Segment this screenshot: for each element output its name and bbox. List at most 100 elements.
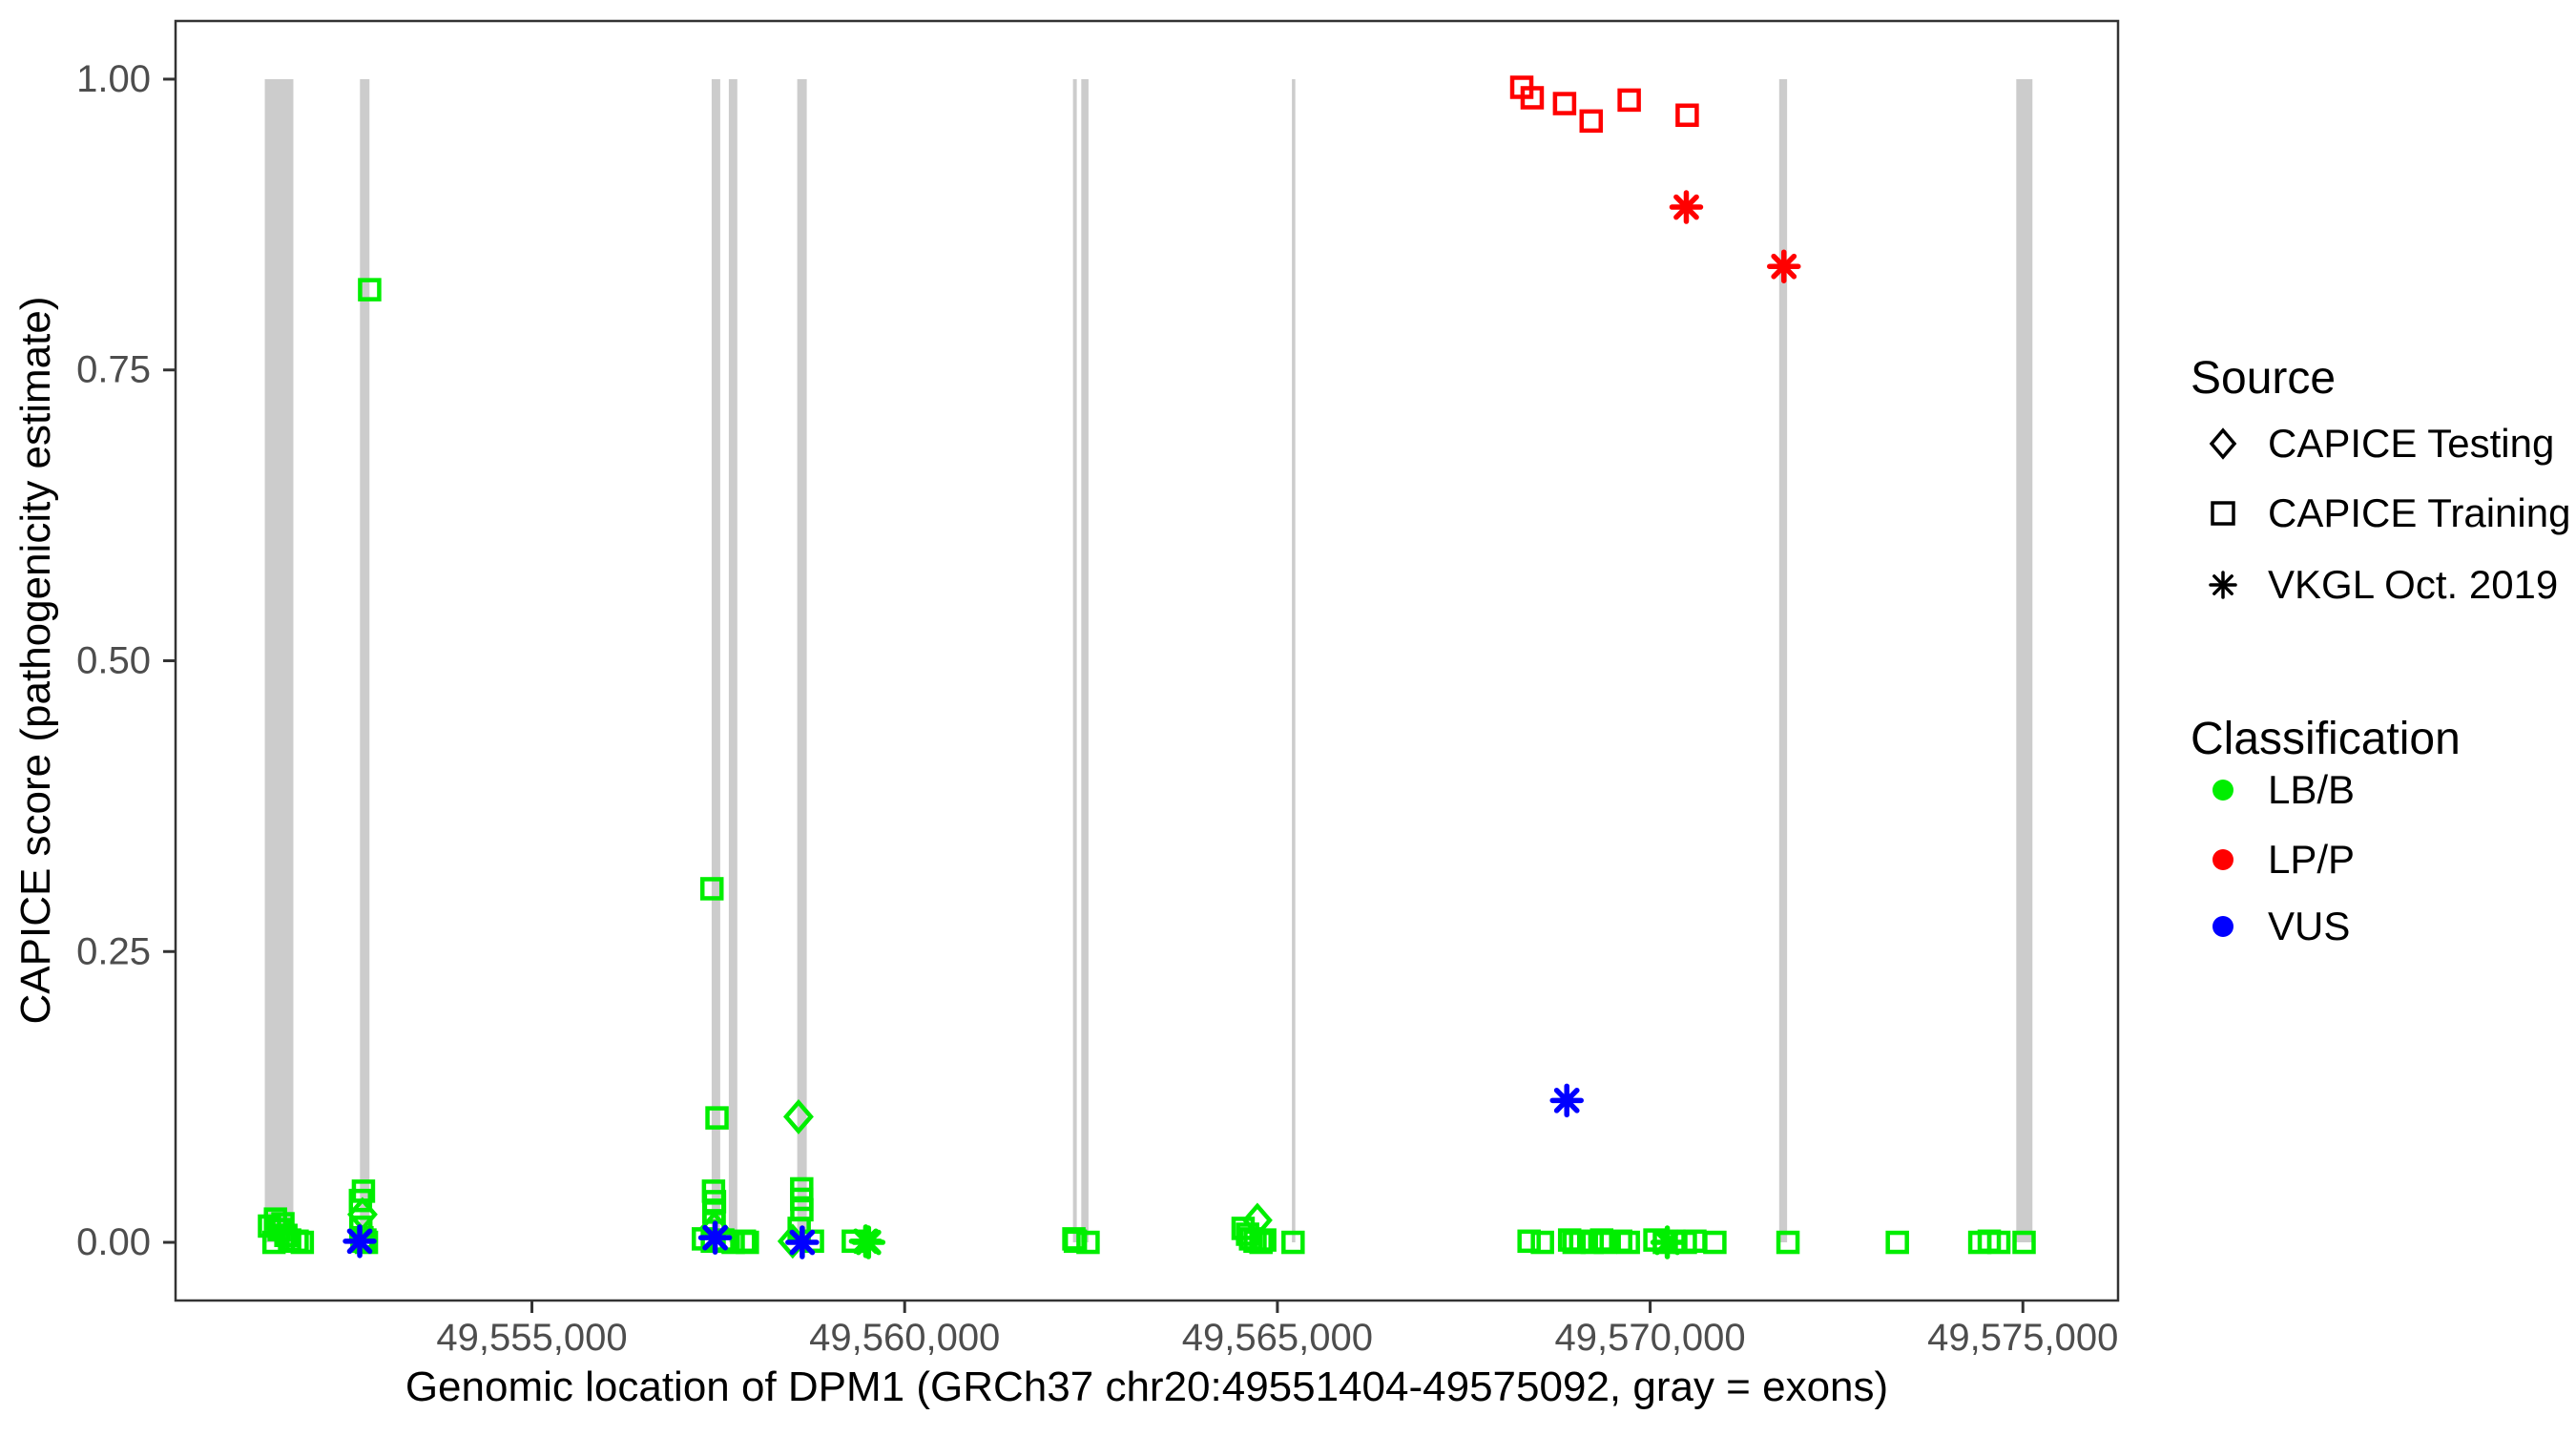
legend-classification-title: Classification [2191,714,2461,764]
data-point-square [699,877,724,901]
legend-dot-icon [2212,849,2233,870]
data-point-square [348,1188,373,1213]
legend-item-square: CAPICE Training [2211,490,2570,535]
data-point-square [1076,1230,1100,1255]
x-tick-label: 49,575,000 [1927,1317,2118,1359]
data-point-square [705,1106,729,1130]
legend-item-diamond: CAPICE Testing [2209,421,2554,466]
data-point-asterisk [1669,190,1704,224]
exon-bar [1292,78,1296,1243]
y-tick-label: 0.25 [76,930,151,972]
legend-classification-items: LB/B LP/P VUS [2212,767,2355,948]
data-point-asterisk [848,1224,883,1259]
x-axis-title-group: Genomic location of DPM1 (GRCh37 chr20:4… [405,1363,1888,1410]
data-point-square [1530,1230,1554,1255]
legend-square-icon [2211,501,2235,526]
exon-bar [728,78,737,1243]
data-point-square [290,1230,315,1255]
data-point-square [1675,103,1699,127]
legend-item-classification: LB/B [2212,767,2355,812]
series-vus-asterisk [343,1083,1584,1259]
data-point-square [1520,86,1545,110]
legend-item-label: CAPICE Testing [2268,421,2554,466]
legend-dot-icon [2212,780,2233,801]
asterisk-spoke [1553,1087,1580,1113]
exon-bar [797,78,807,1243]
legend-item-label: LB/B [2268,767,2355,812]
asterisk-spoke [1771,253,1797,280]
data-point-square [2012,1230,2036,1255]
data-point-square [736,1230,759,1255]
y-tick-label: 0.75 [76,349,151,391]
legend-dot-icon [2212,916,2233,937]
data-point-asterisk [1650,1225,1685,1259]
legend-item-classification: VUS [2212,904,2350,948]
data-point-diamond [1241,1202,1273,1238]
asterisk-spoke [346,1228,373,1255]
data-point-square [1617,88,1641,113]
data-point-square [1063,1229,1088,1254]
asterisk-spoke [1673,194,1699,220]
y-axis-title-group: CAPICE score (pathogenicity estimate) [12,297,59,1025]
y-tick-label: 1.00 [76,58,151,100]
legend-item-asterisk: VKGL Oct. 2019 [2209,562,2558,607]
exon-bar [2016,78,2033,1243]
exon-bar [360,78,370,1243]
x-tick-label: 49,570,000 [1554,1317,1745,1359]
series-lpp-asterisk [1669,190,1801,283]
asterisk-spoke [2212,574,2233,595]
x-tick-label: 49,565,000 [1182,1317,1373,1359]
data-point-diamond [346,1197,378,1233]
exon-bar [711,78,720,1243]
legend-item-label: VUS [2268,904,2350,948]
data-point-square [1517,1229,1541,1254]
data-point-square [1885,1230,1909,1255]
axes-layer: 49,555,000 49,560,000 49,565,000 49,570,000… [76,19,2120,1359]
data-point-square [1593,1230,1617,1255]
legend-item-label: CAPICE Training [2268,490,2570,535]
exon-bar [1072,78,1077,1243]
x-axis-title: Genomic location of DPM1 (GRCh37 chr20:4… [405,1363,1888,1410]
series-lbb-asterisk [848,1224,1685,1259]
data-point-square [1253,1228,1277,1252]
x-tick-label: 49,560,000 [809,1317,1000,1359]
series-lpp-square [1509,75,1699,134]
asterisk-spoke [702,1224,728,1251]
data-point-asterisk [1767,249,1801,283]
asterisk-spoke [853,1228,879,1255]
legend-item-label: LP/P [2268,837,2355,882]
data-point-asterisk [785,1225,820,1259]
data-point-asterisk [1549,1083,1584,1118]
legend-item-label: VKGL Oct. 2019 [2268,562,2558,607]
x-tick-label: 49,555,000 [436,1317,627,1359]
data-point-square [1616,1230,1640,1255]
data-point-square [261,1230,286,1255]
data-point-square [1986,1230,2011,1255]
exon-bars-layer [264,78,2033,1243]
asterisk-spoke [1654,1229,1680,1256]
y-axis-title: CAPICE score (pathogenicity estimate) [12,297,59,1025]
data-point-square [1776,1230,1800,1255]
legend-item-classification: LP/P [2212,837,2355,882]
series-lbb-square [258,278,2036,1255]
data-point-asterisk [697,1220,733,1255]
data-point-diamond [782,1098,814,1134]
data-point-square [1703,1230,1727,1255]
legend-source-title: Source [2191,353,2336,404]
exon-bar [264,78,294,1243]
y-tick-label: 0.00 [76,1221,151,1263]
data-point-asterisk [343,1224,377,1259]
data-point-square [1552,92,1577,115]
legend-diamond-icon [2209,427,2237,460]
legend-asterisk-icon [2209,571,2237,599]
data-point-square [1281,1230,1305,1255]
data-points-layer [258,75,2036,1259]
exon-bar [1081,78,1089,1243]
plot-panel-border [174,19,2120,1302]
y-tick-label: 0.50 [76,640,151,682]
data-point-square [1579,109,1604,134]
exon-bar [1778,78,1788,1243]
data-point-square [358,278,382,302]
